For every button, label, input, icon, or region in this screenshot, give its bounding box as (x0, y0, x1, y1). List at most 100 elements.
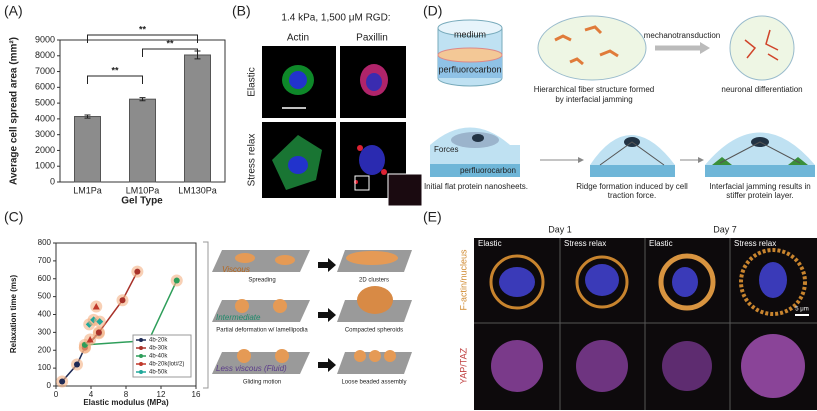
bar (129, 98, 156, 183)
error-bar (139, 97, 146, 102)
x-tick-label: LM1Pa (73, 185, 102, 195)
legend-marker (139, 362, 143, 366)
y-tick-label: 8000 (35, 50, 55, 60)
column-label: Paxillin (356, 33, 388, 44)
bar (74, 116, 101, 183)
caption: Compacted spheroids (345, 328, 403, 334)
data-point (96, 318, 104, 326)
diagram-label: perfluorocarbon (460, 166, 516, 175)
data-point (95, 329, 102, 336)
legend-marker (139, 370, 143, 374)
row-label: YAP/TAZ (458, 347, 468, 384)
y-tick-label: 200 (38, 345, 52, 354)
column-group-label: Day 7 (713, 224, 737, 234)
panel-label: (A) (4, 3, 23, 19)
y-axis-title: Average cell spread area (mm²) (9, 37, 20, 185)
caption: Partial deformation w/ lamellipodia (216, 328, 308, 334)
row-label: Elastic (247, 67, 258, 96)
legend-label: 4b-20k(lot#2) (149, 362, 184, 368)
column-label: Actin (287, 33, 309, 44)
caption: 2D clusters (359, 278, 389, 284)
y-tick-label: 800 (38, 238, 52, 247)
data-point (119, 297, 126, 304)
y-tick-label: 9000 (35, 34, 55, 44)
legend-label: 4b-40k (149, 354, 168, 360)
data-point (134, 268, 141, 275)
panel-label: (E) (423, 209, 442, 225)
significance-bracket (142, 48, 198, 57)
caption: neuronal differentiation (721, 85, 802, 94)
data-point (92, 302, 100, 310)
column-label: Stress relax (734, 239, 776, 248)
scale-bar-label: 5 μm (795, 307, 808, 313)
y-tick-label: 3000 (35, 129, 55, 139)
x-tick-label: 4 (89, 390, 94, 399)
caption: Spreading (248, 278, 275, 284)
caption: Loose beaded assembly (341, 380, 406, 386)
x-axis-title: Gel Type (121, 196, 163, 207)
y-tick-label: 7000 (35, 66, 55, 76)
data-point (59, 378, 66, 385)
legend-label: 4b-50k (149, 370, 168, 376)
y-tick-label: 700 (38, 256, 52, 265)
legend-marker (139, 338, 143, 342)
schematic (430, 15, 815, 177)
y-tick-label: 1000 (35, 161, 55, 171)
caption: Initial flat protein nanosheets. (424, 182, 528, 191)
diagram-label: medium (454, 29, 486, 39)
panel-label: (C) (4, 209, 23, 225)
column-label: Elastic (649, 239, 673, 248)
panel-label: (B) (232, 3, 251, 19)
caption: traction force. (608, 191, 656, 200)
schematic (203, 241, 412, 389)
caption: by interfacial jamming (555, 95, 632, 104)
y-tick-label: 0 (50, 176, 55, 186)
data-point (173, 277, 180, 284)
y-tick-label: 300 (38, 327, 52, 336)
diagram-label: perfluorocarbon (438, 64, 501, 74)
x-tick-label: LM10Pa (126, 185, 160, 195)
error-bar (84, 114, 91, 119)
regime-label: Viscous (222, 265, 250, 274)
legend-label: 4b-30k (149, 346, 168, 352)
x-tick-label: 16 (192, 390, 201, 399)
caption: Ridge formation induced by cell (576, 182, 688, 191)
panel-label: (D) (423, 3, 442, 19)
legend-label: 4b-20k (149, 338, 168, 344)
data-point (86, 336, 94, 343)
annotation: ** (139, 24, 147, 34)
data-point (74, 361, 80, 368)
regime-label: Intermediate (216, 313, 261, 322)
annotation: ** (111, 65, 119, 75)
x-tick-label: 12 (157, 390, 166, 399)
x-tick-label: 8 (124, 390, 129, 399)
y-tick-label: 600 (38, 274, 52, 283)
legend-marker (139, 346, 143, 350)
caption: Gliding motion (243, 380, 281, 386)
regime-label: Less viscous (Fluid) (216, 364, 287, 373)
x-tick-label: LM130Pa (178, 185, 217, 195)
y-tick-label: 0 (47, 381, 52, 390)
caption: stiffer protein layer. (726, 191, 793, 200)
row-label: F-actin/nucleus (458, 249, 468, 311)
y-tick-label: 2000 (35, 145, 55, 155)
significance-bracket (87, 34, 198, 43)
row-label: Stress relax (247, 134, 258, 187)
caption: Interfacial jamming results in (709, 182, 810, 191)
y-tick-label: 6000 (35, 82, 55, 92)
column-label: Stress relax (564, 239, 606, 248)
arrow-label: mechanotransduction (644, 31, 721, 40)
significance-bracket (87, 75, 143, 84)
panel-title: 1.4 kPa, 1,500 μM RGD: (281, 13, 390, 24)
caption: Hierarchical fiber structure formed (534, 85, 654, 94)
bar (184, 54, 211, 183)
y-tick-label: 4000 (35, 113, 55, 123)
micrographs (474, 238, 817, 410)
y-tick-label: 400 (38, 310, 52, 319)
x-tick-label: 0 (54, 390, 59, 399)
y-tick-label: 100 (38, 363, 52, 372)
x-axis-title: Elastic modulus (MPa) (83, 398, 169, 407)
column-group-label: Day 1 (548, 224, 572, 234)
y-axis-title: Relaxation time (ms) (9, 275, 18, 354)
